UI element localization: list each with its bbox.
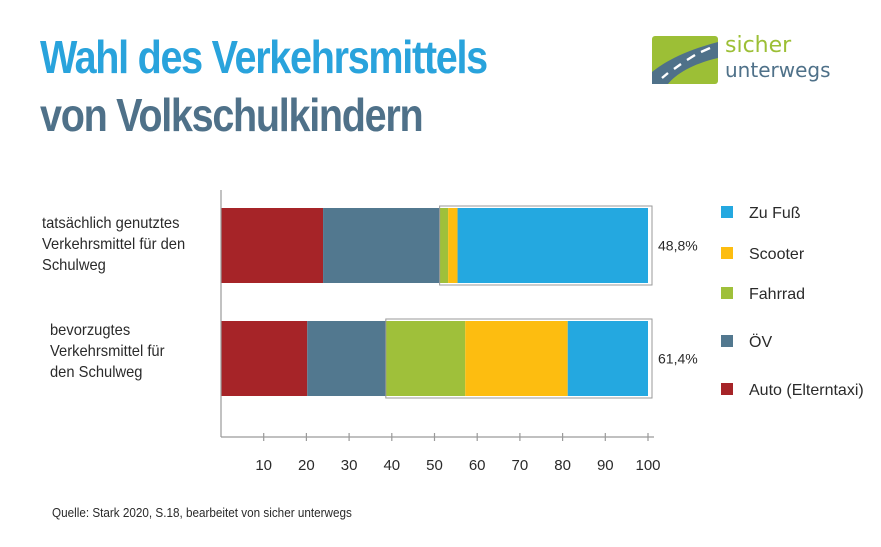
chart-title-line1: Wahl des Verkehrsmittels [40, 31, 488, 83]
category-label-line: bevorzugtes [50, 322, 131, 339]
x-tick-label: 80 [554, 457, 571, 474]
annotation-frame [439, 205, 653, 286]
bar-segment-scooter [448, 208, 458, 283]
category-label-line: den Schulweg [50, 364, 143, 381]
logo: sicher unterwegs [652, 33, 872, 86]
x-tick-label: 30 [341, 457, 358, 474]
x-tick-label: 60 [469, 457, 486, 474]
source-note: Quelle: Stark 2020, S.18, bearbeitet von… [52, 505, 352, 520]
bar-segment-zu-fu [457, 208, 648, 283]
legend-label: Auto (Elterntaxi) [749, 382, 864, 399]
x-tick-label: 70 [512, 457, 529, 474]
legend-swatch [721, 335, 733, 347]
legend-swatch [721, 287, 733, 299]
legend-swatch [721, 206, 733, 218]
category-label-line: tatsächlich genutztes [42, 215, 180, 232]
bar-segment-auto-elterntaxi [221, 208, 324, 283]
logo-text-unterwegs: unterwegs [725, 58, 831, 82]
legend-label: Fahrrad [749, 286, 805, 303]
x-tick-label: 90 [597, 457, 614, 474]
legend-swatch [721, 247, 733, 259]
x-tick-label: 10 [255, 457, 272, 474]
legend-label: Scooter [749, 246, 805, 263]
category-label-preferred: bevorzugtes Verkehrsmittel für den Schul… [50, 320, 165, 383]
annotation-frame [385, 318, 653, 399]
annotation-label: 61,4% [658, 351, 698, 367]
bar-segment-fahrrad [439, 208, 449, 283]
category-label-line: Verkehrsmittel für den [42, 236, 186, 253]
legend-label: Zu Fuß [749, 205, 801, 222]
bar-segment-v [323, 208, 440, 283]
x-tick-label: 20 [298, 457, 315, 474]
annotation-label: 48,8% [658, 238, 698, 254]
category-label-line: Schulweg [42, 257, 106, 274]
x-tick-label: 100 [635, 457, 660, 474]
bar-segment-scooter [465, 321, 568, 396]
legend-label: ÖV [749, 333, 772, 351]
category-label-line: Verkehrsmittel für [50, 343, 165, 360]
chart-title-line2: von Volkschulkindern [40, 89, 424, 141]
bar-segment-zu-fu [567, 321, 648, 396]
legend-swatch [721, 383, 733, 395]
bar-segment-fahrrad [385, 321, 466, 396]
logo-text-sicher: sicher [725, 33, 792, 58]
bar-segment-v [307, 321, 386, 396]
bar-segment-auto-elterntaxi [221, 321, 308, 396]
x-tick-label: 50 [426, 457, 443, 474]
category-label-actual: tatsächlich genutztes Verkehrsmittel für… [42, 213, 185, 276]
road-icon [652, 36, 718, 84]
x-tick-label: 40 [383, 457, 400, 474]
